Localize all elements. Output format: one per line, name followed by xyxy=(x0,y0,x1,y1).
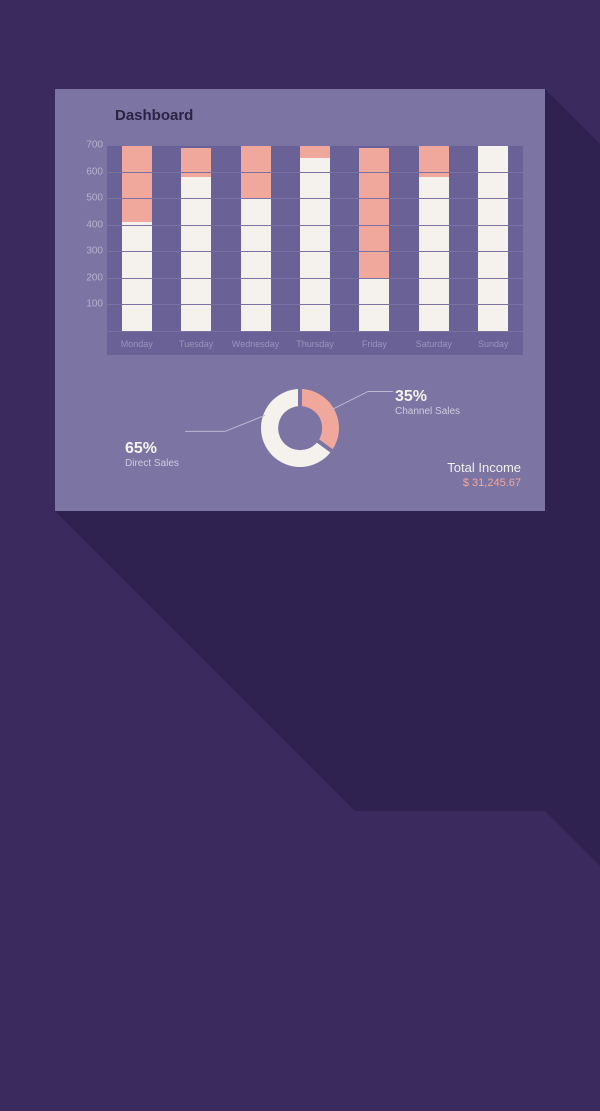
bar: Tuesday xyxy=(181,145,211,331)
bar-x-label: Wednesday xyxy=(232,339,279,349)
bar-segment-channel xyxy=(122,145,152,222)
callout-direct-sales: 65% Direct Sales xyxy=(125,440,179,469)
bar-x-label: Sunday xyxy=(478,339,509,349)
card-shadow xyxy=(55,511,600,811)
gridline xyxy=(107,331,523,332)
y-tick-label: 700 xyxy=(73,140,103,151)
page-title: Dashboard xyxy=(115,107,193,124)
y-axis: 100200300400500600700 xyxy=(73,145,103,355)
y-tick-label: 100 xyxy=(73,299,103,310)
bar: Saturday xyxy=(419,145,449,331)
gridline xyxy=(107,278,523,279)
gridline xyxy=(107,198,523,199)
bar-group: Monday Tuesday Wednesday Thursday Friday Satu… xyxy=(107,145,523,331)
direct-sales-label: Direct Sales xyxy=(125,458,179,469)
bar-segment-direct xyxy=(181,177,211,331)
bar-x-label: Friday xyxy=(362,339,387,349)
gridline xyxy=(107,225,523,226)
bar: Sunday xyxy=(478,145,508,331)
total-income-block: Total Income $ 31,245.67 xyxy=(447,460,521,489)
callout-channel-sales: 35% Channel Sales xyxy=(395,388,460,417)
bar-segment-direct xyxy=(478,145,508,331)
donut-gap xyxy=(298,389,302,428)
bar: Wednesday xyxy=(241,145,271,331)
gridline xyxy=(107,145,523,146)
bar-segment-channel xyxy=(359,148,389,278)
y-tick-label: 300 xyxy=(73,246,103,257)
gridline xyxy=(107,251,523,252)
bar: Thursday xyxy=(300,145,330,331)
y-tick-label: 500 xyxy=(73,193,103,204)
bar-segment-direct xyxy=(241,198,271,331)
y-tick-label: 600 xyxy=(73,166,103,177)
card-shadow xyxy=(545,89,600,1111)
weekly-bar-chart: Monday Tuesday Wednesday Thursday Friday Satu… xyxy=(107,145,523,355)
channel-sales-pct: 35% xyxy=(395,388,460,406)
bar-x-label: Tuesday xyxy=(179,339,213,349)
sales-donut-chart xyxy=(261,389,339,467)
direct-sales-pct: 65% xyxy=(125,440,179,458)
total-income-label: Total Income xyxy=(447,460,521,475)
bar-segment-direct xyxy=(419,177,449,331)
bar: Monday xyxy=(122,145,152,331)
y-tick-label: 400 xyxy=(73,219,103,230)
bar-x-label: Monday xyxy=(121,339,153,349)
y-tick-label: 200 xyxy=(73,272,103,283)
channel-sales-label: Channel Sales xyxy=(395,406,460,417)
bar-segment-channel xyxy=(300,145,330,158)
total-income-value: $ 31,245.67 xyxy=(447,477,521,489)
bar-segment-direct xyxy=(122,222,152,331)
gridline xyxy=(107,172,523,173)
bar-x-label: Saturday xyxy=(416,339,452,349)
bar: Friday xyxy=(359,145,389,331)
dashboard-card: Dashboard 100 200 300 400 500 600 700 Monday Tu… xyxy=(55,89,545,511)
bar-x-label: Thursday xyxy=(296,339,334,349)
gridline xyxy=(107,304,523,305)
